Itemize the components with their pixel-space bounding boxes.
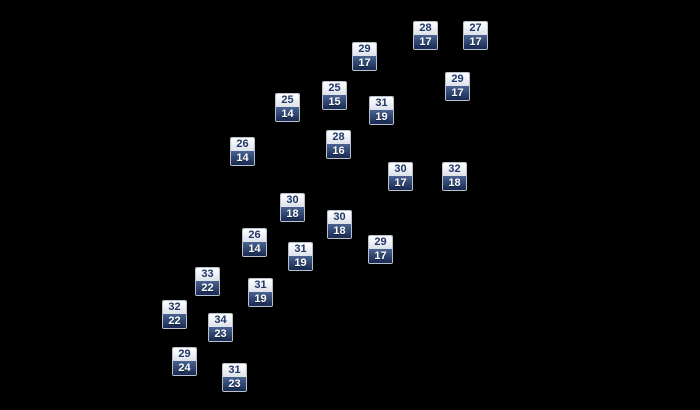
high-temp-value: 31 [249,279,272,292]
high-temp-value: 29 [369,236,392,249]
temp-marker[interactable]: 26 14 [242,228,267,257]
low-temp-value: 14 [243,242,266,256]
high-temp-value: 28 [414,22,437,35]
temp-marker[interactable]: 27 17 [463,21,488,50]
low-temp-value: 24 [173,361,196,375]
low-temp-value: 23 [209,327,232,341]
high-temp-value: 29 [446,73,469,86]
high-temp-value: 28 [327,131,350,144]
temp-marker[interactable]: 32 18 [442,162,467,191]
low-temp-value: 15 [323,95,346,109]
low-temp-value: 17 [353,56,376,70]
high-temp-value: 30 [281,194,304,207]
temp-marker[interactable]: 25 15 [322,81,347,110]
temp-marker[interactable]: 31 19 [248,278,273,307]
temp-marker[interactable]: 26 14 [230,137,255,166]
high-temp-value: 25 [276,94,299,107]
low-temp-value: 14 [276,107,299,121]
low-temp-value: 18 [281,207,304,221]
high-temp-value: 33 [196,268,219,281]
temp-marker[interactable]: 30 17 [388,162,413,191]
temp-marker[interactable]: 34 23 [208,313,233,342]
high-temp-value: 31 [289,243,312,256]
temp-marker[interactable]: 29 17 [445,72,470,101]
low-temp-value: 19 [289,256,312,270]
temp-marker[interactable]: 30 18 [327,210,352,239]
high-temp-value: 27 [464,22,487,35]
low-temp-value: 16 [327,144,350,158]
high-temp-value: 31 [370,97,393,110]
low-temp-value: 17 [414,35,437,49]
temp-marker[interactable]: 29 17 [352,42,377,71]
temp-marker[interactable]: 30 18 [280,193,305,222]
temp-marker[interactable]: 29 24 [172,347,197,376]
temp-marker[interactable]: 28 16 [326,130,351,159]
temp-marker[interactable]: 31 23 [222,363,247,392]
low-temp-value: 18 [328,224,351,238]
low-temp-value: 19 [249,292,272,306]
low-temp-value: 17 [389,176,412,190]
low-temp-value: 22 [196,281,219,295]
temp-marker[interactable]: 31 19 [288,242,313,271]
high-temp-value: 31 [223,364,246,377]
high-temp-value: 34 [209,314,232,327]
low-temp-value: 17 [464,35,487,49]
low-temp-value: 17 [446,86,469,100]
high-temp-value: 29 [353,43,376,56]
high-temp-value: 32 [163,301,186,314]
high-temp-value: 25 [323,82,346,95]
temp-marker[interactable]: 25 14 [275,93,300,122]
temp-marker[interactable]: 32 22 [162,300,187,329]
high-temp-value: 30 [389,163,412,176]
low-temp-value: 18 [443,176,466,190]
low-temp-value: 19 [370,110,393,124]
high-temp-value: 26 [243,229,266,242]
low-temp-value: 22 [163,314,186,328]
high-temp-value: 29 [173,348,196,361]
high-temp-value: 32 [443,163,466,176]
low-temp-value: 14 [231,151,254,165]
temp-marker[interactable]: 31 19 [369,96,394,125]
high-temp-value: 26 [231,138,254,151]
low-temp-value: 23 [223,377,246,391]
temp-marker[interactable]: 33 22 [195,267,220,296]
temp-marker[interactable]: 29 17 [368,235,393,264]
temp-marker[interactable]: 28 17 [413,21,438,50]
high-temp-value: 30 [328,211,351,224]
low-temp-value: 17 [369,249,392,263]
